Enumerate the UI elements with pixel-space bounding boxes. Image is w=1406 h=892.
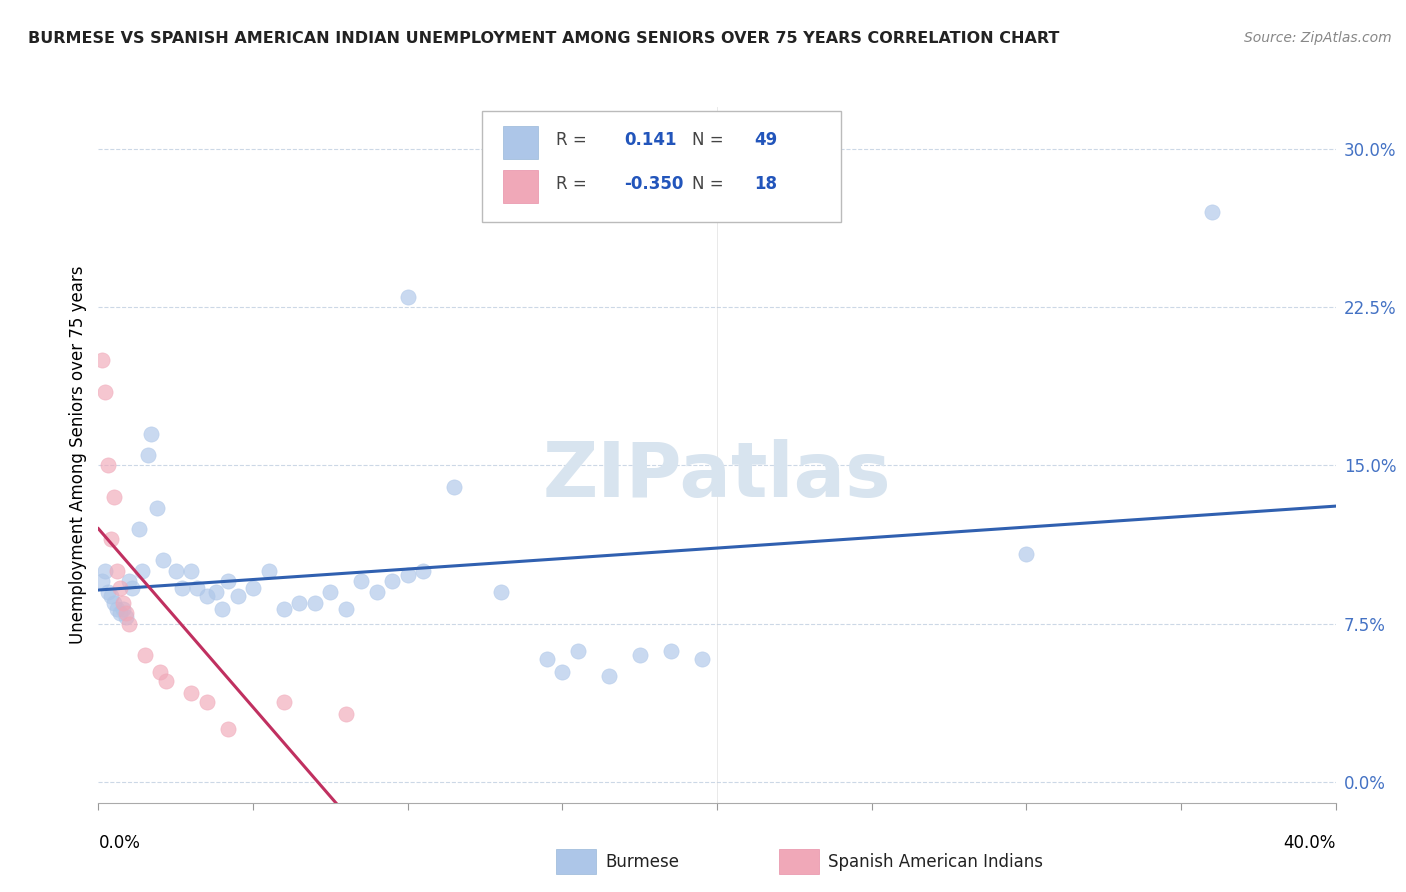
Point — [131, 564, 153, 578]
FancyBboxPatch shape — [779, 849, 818, 874]
Point — [100, 589, 122, 603]
Point — [180, 564, 202, 578]
Text: 49: 49 — [754, 131, 778, 150]
Point — [551, 665, 574, 679]
Point — [659, 644, 682, 658]
Point — [97, 458, 120, 473]
Point — [567, 644, 589, 658]
Point — [118, 574, 141, 589]
Text: R =: R = — [557, 131, 586, 150]
Point — [195, 589, 218, 603]
Point — [217, 722, 239, 736]
Point — [90, 574, 112, 589]
Point — [1015, 547, 1038, 561]
Point — [443, 479, 465, 493]
Point — [690, 652, 713, 666]
Point — [381, 574, 404, 589]
Point — [396, 568, 419, 582]
Point — [93, 564, 115, 578]
Text: Spanish American Indians: Spanish American Indians — [828, 853, 1043, 871]
Point — [93, 384, 115, 399]
Point — [396, 290, 419, 304]
Point — [108, 581, 131, 595]
Point — [139, 426, 162, 441]
Point — [273, 602, 295, 616]
Point — [118, 616, 141, 631]
Text: N =: N = — [692, 175, 724, 193]
Point — [195, 695, 218, 709]
Point — [273, 695, 295, 709]
Point — [128, 522, 150, 536]
Point — [366, 585, 388, 599]
Point — [134, 648, 156, 663]
Point — [103, 595, 125, 609]
Point — [105, 602, 128, 616]
Point — [180, 686, 202, 700]
Point — [489, 585, 512, 599]
Point — [288, 595, 311, 609]
Point — [170, 581, 193, 595]
Point — [121, 581, 143, 595]
Text: ZIPatlas: ZIPatlas — [543, 439, 891, 513]
Y-axis label: Unemployment Among Seniors over 75 years: Unemployment Among Seniors over 75 years — [69, 266, 87, 644]
Text: 0.141: 0.141 — [624, 131, 676, 150]
Point — [155, 673, 177, 688]
Text: Source: ZipAtlas.com: Source: ZipAtlas.com — [1244, 31, 1392, 45]
Point — [115, 606, 138, 620]
Point — [335, 707, 357, 722]
Point — [205, 585, 228, 599]
Text: BURMESE VS SPANISH AMERICAN INDIAN UNEMPLOYMENT AMONG SENIORS OVER 75 YEARS CORR: BURMESE VS SPANISH AMERICAN INDIAN UNEMP… — [28, 31, 1060, 46]
Point — [112, 595, 135, 609]
Point — [628, 648, 651, 663]
Point — [242, 581, 264, 595]
Point — [97, 585, 120, 599]
Point — [217, 574, 239, 589]
FancyBboxPatch shape — [503, 126, 537, 159]
Text: R =: R = — [557, 175, 586, 193]
Point — [304, 595, 326, 609]
Point — [350, 574, 373, 589]
Point — [100, 533, 122, 547]
Point — [165, 564, 187, 578]
Point — [335, 602, 357, 616]
Text: Burmese: Burmese — [606, 853, 679, 871]
Point — [598, 669, 620, 683]
Point — [536, 652, 558, 666]
Point — [1201, 205, 1223, 219]
Point — [186, 581, 208, 595]
Point — [149, 665, 172, 679]
Point — [112, 602, 135, 616]
Point — [412, 564, 434, 578]
FancyBboxPatch shape — [557, 849, 596, 874]
Point — [136, 448, 159, 462]
Point — [319, 585, 342, 599]
Point — [257, 564, 280, 578]
FancyBboxPatch shape — [503, 169, 537, 203]
Point — [108, 606, 131, 620]
Point — [211, 602, 233, 616]
Point — [226, 589, 249, 603]
Point — [105, 564, 128, 578]
Text: 18: 18 — [754, 175, 778, 193]
Point — [146, 500, 169, 515]
Text: 40.0%: 40.0% — [1284, 834, 1336, 852]
Point — [152, 553, 174, 567]
Point — [115, 610, 138, 624]
Point — [103, 490, 125, 504]
Text: N =: N = — [692, 131, 724, 150]
FancyBboxPatch shape — [482, 111, 841, 222]
Point — [90, 353, 112, 368]
Text: 0.0%: 0.0% — [98, 834, 141, 852]
Text: -0.350: -0.350 — [624, 175, 683, 193]
